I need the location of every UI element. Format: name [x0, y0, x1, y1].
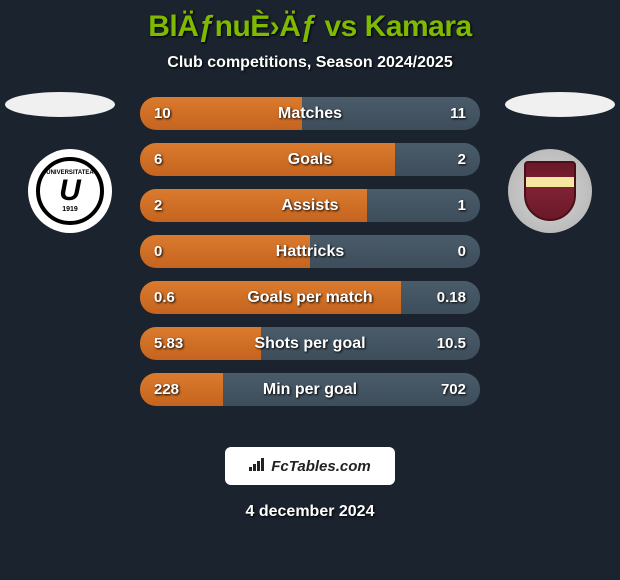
stat-bar: 228 Min per goal 702	[140, 373, 480, 406]
page-title: BlÄƒnuÈ›Äƒ vs Kamara	[0, 0, 620, 44]
stat-value-left: 10	[154, 105, 171, 122]
stat-label: Shots per goal	[254, 335, 365, 353]
stat-label: Goals per match	[247, 289, 372, 307]
player-portrait-right	[505, 92, 615, 117]
stat-bar: 0 Hattricks 0	[140, 235, 480, 268]
stat-value-right: 2	[458, 151, 466, 168]
stat-label: Hattricks	[276, 243, 344, 261]
stat-value-right: 702	[441, 381, 466, 398]
stat-value-left: 0.6	[154, 289, 175, 306]
stat-value-right: 0.18	[437, 289, 466, 306]
bar-fill-left	[140, 373, 223, 406]
comparison-area: UNIVERSITATEA U 1919 10Matches116Goals22…	[0, 97, 620, 427]
footer-date: 4 december 2024	[0, 503, 620, 521]
shield-icon	[524, 161, 576, 221]
badge-left-letter: U	[59, 176, 81, 206]
stat-value-left: 6	[154, 151, 162, 168]
chart-icon	[249, 457, 267, 475]
stat-value-left: 228	[154, 381, 179, 398]
stat-value-left: 0	[154, 243, 162, 260]
bar-fill-left	[140, 143, 395, 176]
stat-bar: 0.6 Goals per match 0.18	[140, 281, 480, 314]
brand-text: FcTables.com	[271, 458, 370, 475]
bar-fill-right	[395, 143, 480, 176]
stat-value-right: 1	[458, 197, 466, 214]
stat-label: Matches	[278, 105, 342, 123]
stat-label: Min per goal	[263, 381, 357, 399]
stat-label: Goals	[288, 151, 332, 169]
badge-left-year: 1919	[62, 206, 78, 213]
stat-bar: 10 Matches 11	[140, 97, 480, 130]
stat-value-left: 2	[154, 197, 162, 214]
team-badge-right	[508, 149, 592, 233]
stat-bar: 6 Goals 2	[140, 143, 480, 176]
subtitle: Club competitions, Season 2024/2025	[0, 54, 620, 72]
stat-bar: 2 Assists 1	[140, 189, 480, 222]
stat-value-right: 10.5	[437, 335, 466, 352]
brand-logo: FcTables.com	[225, 447, 395, 485]
stat-value-right: 11	[450, 105, 466, 122]
stat-bar: 5.83 Shots per goal 10.5	[140, 327, 480, 360]
stat-label: Assists	[282, 197, 339, 215]
team-badge-left: UNIVERSITATEA U 1919	[28, 149, 112, 233]
stat-value-right: 0	[458, 243, 466, 260]
player-portrait-left	[5, 92, 115, 117]
stat-value-left: 5.83	[154, 335, 183, 352]
stats-bars: 10Matches116Goals22Assists10Hattricks00.…	[140, 97, 480, 406]
